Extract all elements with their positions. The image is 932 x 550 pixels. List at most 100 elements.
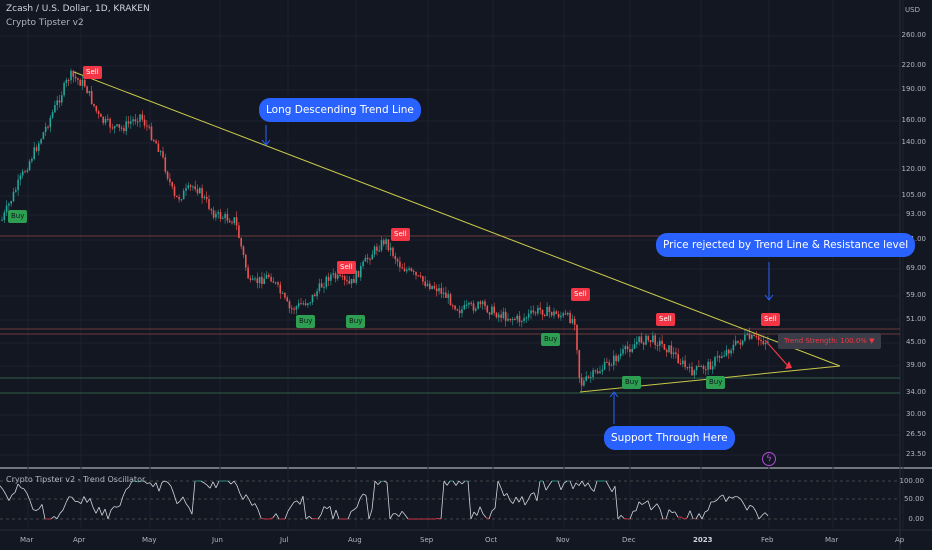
candle-body	[387, 239, 390, 251]
oscillator-line	[116, 505, 121, 508]
oscillator-line	[62, 502, 67, 511]
oscillator-line	[401, 511, 406, 515]
oscillator-line	[434, 518, 439, 520]
oscillator-line	[446, 480, 451, 486]
candle-body	[435, 288, 438, 292]
candle-body	[240, 238, 242, 247]
oscillator-line	[545, 485, 550, 491]
candle-body	[592, 370, 594, 378]
candle-body	[693, 370, 696, 376]
projection-arrow-line	[764, 339, 789, 367]
candle-body	[645, 335, 647, 345]
oscillator-line	[617, 515, 622, 520]
candle-body	[610, 365, 613, 367]
candle-body	[762, 341, 765, 345]
candle-body	[585, 376, 587, 381]
oscillator-line	[20, 487, 25, 490]
candle-body	[86, 86, 88, 94]
candle-body	[196, 189, 199, 194]
candle-body	[316, 291, 318, 297]
candle-body	[507, 318, 509, 321]
candle-body	[134, 119, 137, 122]
candle-body	[309, 302, 311, 304]
candle-body	[288, 301, 291, 309]
candle-body	[15, 189, 17, 192]
candle-body	[562, 313, 564, 316]
candle-body	[180, 199, 183, 201]
candle-body	[472, 303, 475, 311]
sell-signal-badge: Sell	[391, 228, 410, 241]
oscillator-line	[173, 494, 178, 504]
candle-body	[488, 312, 491, 315]
candle-body	[353, 278, 355, 283]
oscillator-line	[257, 509, 262, 519]
candle-body	[159, 151, 162, 153]
candle-body	[760, 339, 762, 342]
candle-body	[730, 350, 732, 354]
candle-body	[219, 212, 222, 219]
candle-body	[120, 127, 123, 129]
oscillator-line	[728, 496, 733, 499]
candle-body	[541, 309, 544, 315]
indicator-name[interactable]: Crypto Tipster v2	[6, 18, 84, 28]
price-tick-label: 51.00	[905, 315, 926, 323]
oscillator-line	[752, 506, 757, 512]
candle-body	[210, 208, 213, 211]
candle-body	[355, 270, 357, 283]
oscillator-line	[731, 496, 736, 499]
candle-body	[594, 370, 597, 372]
lightning-icon[interactable]: ϟ	[762, 452, 776, 466]
oscillator-line	[155, 482, 160, 492]
candle-body	[235, 217, 238, 226]
candle-body	[136, 121, 139, 123]
time-tick-label: Sep	[420, 536, 434, 544]
candle-body	[475, 308, 477, 311]
candle-body	[284, 292, 286, 298]
candle-body	[458, 310, 461, 314]
candle-body	[261, 276, 263, 284]
candle-body	[42, 132, 45, 140]
oscillator-line	[14, 483, 19, 493]
candle-body	[49, 117, 52, 128]
candle-body	[702, 366, 705, 370]
candle-body	[56, 100, 58, 106]
oscillator-line	[569, 480, 574, 489]
oscillator-line	[176, 500, 181, 505]
oscillator-line	[611, 486, 616, 493]
oscillator-line	[572, 482, 577, 490]
candle-body	[79, 79, 81, 86]
oscillator-line	[365, 495, 370, 520]
oscillator-line	[122, 489, 127, 497]
candle-body	[571, 318, 574, 323]
oscillator-line	[518, 496, 523, 503]
candle-body	[270, 276, 272, 282]
callout-support: Support Through Here	[604, 426, 735, 450]
oscillator-line	[659, 508, 664, 520]
price-tick-label: 45.00	[905, 338, 926, 346]
candle-body	[748, 333, 751, 339]
oscillator-title[interactable]: Crypto Tipster v2 - Trend Oscillator	[6, 475, 146, 484]
candle-body	[619, 353, 622, 356]
oscillator-line	[716, 496, 721, 501]
oscillator-line	[50, 516, 55, 520]
candle-body	[734, 340, 737, 345]
candle-body	[226, 213, 229, 221]
candle-body	[523, 318, 525, 322]
candle-body	[171, 182, 173, 187]
candle-body	[153, 140, 155, 142]
oscillator-line	[275, 513, 280, 520]
candle-body	[419, 275, 422, 277]
candle-body	[454, 305, 456, 310]
candle-body	[527, 313, 530, 318]
oscillator-line	[77, 501, 82, 505]
candle-body	[323, 287, 325, 289]
candle-body	[757, 336, 760, 340]
oscillator-line	[695, 513, 700, 520]
candle-body	[130, 121, 132, 124]
oscillator-line	[317, 514, 322, 520]
candle-body	[185, 188, 187, 191]
candle-body	[88, 91, 91, 94]
candle-body	[438, 288, 440, 292]
